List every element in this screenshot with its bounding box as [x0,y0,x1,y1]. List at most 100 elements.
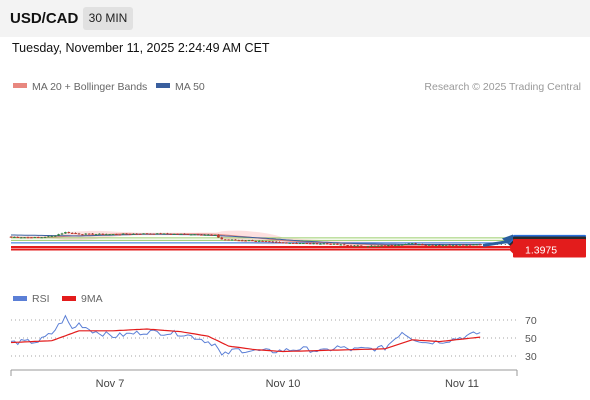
candle [186,233,190,235]
candle [271,240,275,243]
rsi-tick-label: 50 [525,333,537,345]
candle [380,245,383,247]
x-tick-label-nov10: Nov 10 [266,378,301,390]
candle [308,242,312,245]
candle [193,234,196,236]
candle [448,244,451,246]
ma20-legend-label: MA 20 + Bollinger Bands [32,81,147,93]
candle [465,244,468,246]
candle [206,234,210,236]
candle [145,233,149,235]
candle [200,234,203,236]
candle [53,235,57,237]
rsi-legend-swatch [13,296,27,301]
candle [431,244,434,246]
candle [227,239,230,241]
candle [455,244,458,247]
watermark: Research © 2025 Trading Central [424,81,581,93]
rsi-line [10,314,481,356]
candle [339,243,343,246]
candle [363,246,366,248]
candle [196,233,200,236]
candle [84,233,88,235]
candle [115,233,118,236]
candle [302,242,305,244]
candle [424,244,428,246]
candle [50,235,54,238]
rsi-tick-label: 30 [525,351,537,363]
candle [268,241,271,243]
timeframe-button[interactable]: 30 MIN [83,7,133,30]
ma50-line [11,233,481,246]
candle [183,233,186,235]
candle [230,239,234,241]
candle [47,236,50,238]
candle [152,233,156,235]
level-label-pointer [509,245,513,254]
candle [128,233,132,236]
candle [217,234,220,238]
candle [162,233,166,235]
candle [237,239,241,242]
candle [254,240,258,242]
ma50-legend-swatch [156,83,170,88]
candle [30,237,33,239]
candle [19,236,23,239]
ma20-legend-swatch [13,83,27,88]
candle [346,245,349,247]
candle [359,245,363,247]
candle [336,243,339,245]
candle [23,237,26,239]
candle [94,233,98,236]
candle [220,236,224,240]
candle [240,239,244,242]
candle [322,243,326,245]
candle [26,236,30,239]
x-tick-label-nov11: Nov 11 [445,378,479,390]
candle [475,243,479,246]
candle [172,233,176,235]
timestamp: Tuesday, November 11, 2025 2:24:49 AM CE… [12,41,270,55]
candle [410,243,414,245]
candle [295,242,298,244]
candle [458,244,462,246]
level-label-text: 1.3975 [525,245,557,257]
candle [40,237,43,239]
candle [397,244,400,246]
candle [121,233,125,235]
candle [203,234,207,236]
bollinger-band-fill [45,230,481,248]
candle [356,244,360,247]
candle [77,232,81,235]
candles [9,231,482,248]
candle [155,233,159,235]
candle [234,239,237,241]
candle [353,245,356,247]
candle [179,233,183,235]
candle [166,232,169,235]
x-tick-label-nov7: Nov 7 [96,378,125,390]
rsi-tick-label: 70 [525,315,537,327]
candle [329,243,332,245]
candle [281,242,285,244]
candle [247,239,251,242]
candle [91,233,94,235]
candle [298,242,302,245]
top-bar: USD/CAD 30 MIN [0,0,590,37]
candle [135,233,139,235]
candle [244,239,247,242]
candle [118,234,122,236]
candle [189,234,193,236]
candle [125,233,128,235]
candle [451,244,455,247]
candle [393,244,397,247]
candle [111,233,115,236]
candle [36,236,40,239]
candle [472,244,475,246]
candle [257,240,261,242]
candle [67,231,71,234]
candle [315,243,319,245]
candle [43,236,47,239]
